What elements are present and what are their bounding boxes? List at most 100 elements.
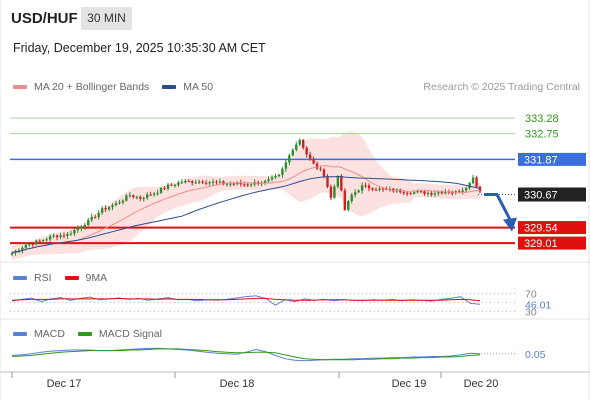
- candle-body: [433, 193, 437, 195]
- timeframe-button[interactable]: 30 MIN: [81, 7, 132, 30]
- candle-body: [478, 186, 482, 192]
- candle-body: [208, 182, 211, 184]
- candle-body: [350, 194, 353, 202]
- level-label-329.54: 329.54: [524, 223, 558, 235]
- current-price-box: [518, 187, 586, 202]
- candle-body: [121, 200, 125, 203]
- rsi-series-9MA: [11, 297, 481, 302]
- candle-body: [55, 235, 59, 238]
- candle-body: [250, 184, 253, 186]
- candle-body: [444, 191, 447, 194]
- x-tick-label: Dec 18: [220, 378, 255, 390]
- macd-series-MACD-Signal: [11, 348, 481, 361]
- candle-body: [451, 192, 454, 194]
- candle-body: [319, 168, 322, 170]
- candle-body: [173, 184, 177, 186]
- candle-body: [298, 140, 301, 145]
- level-label-332.75: 332.75: [525, 129, 559, 141]
- candle-body: [354, 192, 357, 195]
- main-legend: MA 20 + Bollinger Bands MA 50: [13, 81, 213, 93]
- candle-body: [35, 240, 38, 245]
- research-credit: Research © 2025 Trading Central: [423, 81, 580, 93]
- legend-ma50-label: MA 50: [183, 81, 214, 93]
- macd-signal-swatch: [77, 332, 92, 336]
- level-label-331.87: 331.87: [524, 154, 558, 166]
- candle-body: [225, 183, 229, 185]
- candle-body: [458, 191, 461, 193]
- ma50-swatch: [162, 85, 177, 89]
- candle-body: [468, 182, 471, 189]
- candle-body: [305, 147, 308, 155]
- candle-body: [21, 247, 24, 251]
- candle-body: [378, 188, 381, 190]
- candle-body: [360, 185, 364, 191]
- candle-body: [218, 181, 222, 183]
- rsi-value-label-46.01: 46.01: [525, 299, 551, 311]
- candle-body: [28, 243, 31, 246]
- candle-body: [177, 182, 180, 185]
- candle-body: [288, 155, 291, 163]
- candle-body: [475, 177, 478, 187]
- candle-body: [211, 181, 215, 183]
- candle-body: [284, 162, 288, 169]
- macd-series-MACD: [11, 347, 481, 362]
- candle-body: [184, 180, 187, 183]
- candle-body: [402, 192, 405, 194]
- candle-body: [76, 228, 80, 230]
- candle-body: [464, 188, 468, 191]
- candle-body: [308, 154, 312, 159]
- candle-body: [229, 183, 232, 185]
- legend-macd-label: MACD: [34, 328, 65, 340]
- level-label-329.01: 329.01: [524, 238, 558, 250]
- candle-body: [83, 225, 86, 227]
- candle-body: [80, 226, 83, 229]
- candle-body: [48, 236, 52, 240]
- candle-body: [315, 163, 319, 169]
- candle-body: [24, 245, 28, 248]
- macd-swatch: [13, 332, 27, 336]
- candle-body: [135, 196, 138, 198]
- legend-rsi-label: RSI: [34, 272, 52, 284]
- candle-body: [187, 180, 190, 182]
- candle-body: [94, 216, 97, 218]
- candle-body: [104, 208, 107, 210]
- rsi-ma-swatch: [64, 276, 79, 280]
- level-box-329.01: [518, 236, 586, 250]
- candle-body: [69, 233, 73, 235]
- candle-body: [215, 181, 218, 183]
- candle-body: [267, 179, 270, 181]
- candle-body: [59, 235, 62, 238]
- candle-body: [139, 196, 142, 199]
- candle-body: [430, 192, 433, 195]
- candle-body: [329, 186, 333, 198]
- candle-body: [347, 201, 350, 210]
- candle-body: [291, 149, 294, 156]
- candle-body: [277, 174, 281, 177]
- candle-body: [357, 190, 360, 193]
- candle-body: [461, 190, 464, 192]
- macd-legend: MACD MACD Signal: [13, 328, 162, 340]
- candle-body: [367, 185, 371, 189]
- candle-body: [392, 188, 395, 192]
- ma50-line: [11, 175, 481, 254]
- candle-body: [146, 194, 149, 198]
- candle-body: [409, 193, 412, 195]
- candle-body: [423, 191, 426, 194]
- bollinger-swatch: [13, 85, 27, 89]
- candle-body: [87, 219, 90, 226]
- candle-body: [170, 184, 173, 186]
- rsi-value-label-30: 30: [525, 307, 537, 319]
- candle-body: [326, 176, 329, 187]
- x-tick-label: Dec 19: [392, 378, 427, 390]
- bollinger-band: [12, 131, 480, 261]
- x-tick-label: Dec 17: [47, 378, 82, 390]
- candle-body: [163, 188, 166, 190]
- candle-body: [336, 176, 340, 187]
- candle-body: [406, 192, 409, 194]
- candle-body: [232, 183, 236, 185]
- legend-macd-signal-label: MACD Signal: [98, 328, 162, 340]
- legend-rsi-ma-label: 9MA: [85, 272, 108, 284]
- current-price-label: 330.67: [524, 190, 558, 202]
- candle-body: [243, 184, 246, 186]
